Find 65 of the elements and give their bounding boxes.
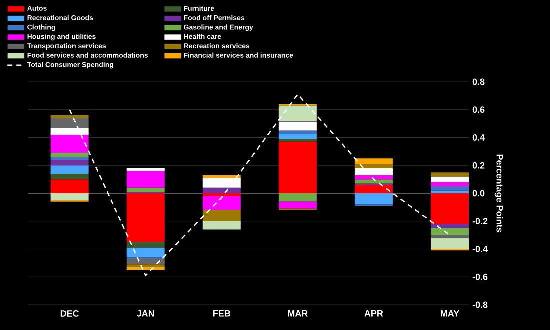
y-tick-label: -0.6 [472, 274, 488, 280]
y-tick-label: -0.8 [472, 302, 488, 308]
bar [354, 175, 393, 180]
y-axis-title: Percentage Points [494, 154, 504, 232]
bar [430, 186, 469, 191]
y-tick-label: -0.2 [472, 218, 488, 225]
bar [278, 139, 317, 142]
bar [50, 174, 89, 180]
bar [50, 166, 89, 174]
bar [430, 228, 469, 236]
bar [430, 194, 469, 224]
bar [354, 185, 393, 194]
bar [126, 171, 165, 188]
bar [50, 157, 89, 160]
y-tick-label: 0.8 [472, 78, 485, 86]
bar [126, 248, 165, 258]
bar [278, 122, 317, 131]
y-tick-label: 0.0 [472, 190, 485, 197]
bar [430, 235, 469, 238]
bar [50, 160, 89, 166]
bar [354, 194, 393, 205]
x-tick-label: MAR [288, 310, 308, 317]
bar [202, 221, 241, 230]
x-tick-label: MAY [440, 310, 460, 317]
bar [126, 259, 165, 265]
x-tick-label: FEB [213, 310, 230, 317]
y-tick-label: 0.4 [472, 134, 485, 141]
bar [202, 194, 241, 196]
bar [430, 190, 469, 194]
bar [430, 176, 469, 182]
y-tick-label: -0.4 [472, 246, 488, 252]
bar [430, 172, 469, 177]
bar [202, 188, 241, 194]
bar [430, 182, 469, 187]
bar [354, 158, 393, 164]
x-tick-label: DEC [60, 310, 80, 317]
bar [278, 202, 317, 209]
bar [278, 134, 317, 140]
bar [126, 188, 165, 192]
bar [430, 238, 469, 250]
bar [354, 168, 393, 176]
x-tick-label: APR [364, 310, 384, 317]
bar [50, 194, 89, 200]
x-tick-label: JAN [136, 310, 154, 317]
bar [126, 168, 165, 172]
bar [202, 210, 241, 222]
bar [430, 224, 469, 228]
bar [50, 180, 89, 194]
bar [278, 194, 317, 202]
bar [202, 196, 241, 210]
bar [50, 115, 89, 118]
bar [50, 118, 89, 128]
bar [354, 180, 393, 184]
y-tick-label: 0.6 [472, 106, 485, 114]
bar [126, 242, 165, 248]
bar [126, 194, 165, 242]
bar [126, 264, 165, 268]
bar [50, 153, 89, 158]
y-tick-label: 0.2 [472, 162, 485, 169]
bar [278, 142, 317, 194]
bar [354, 164, 393, 168]
bar [202, 178, 241, 188]
bar [278, 130, 317, 134]
bar [278, 106, 317, 122]
bar [50, 134, 89, 154]
